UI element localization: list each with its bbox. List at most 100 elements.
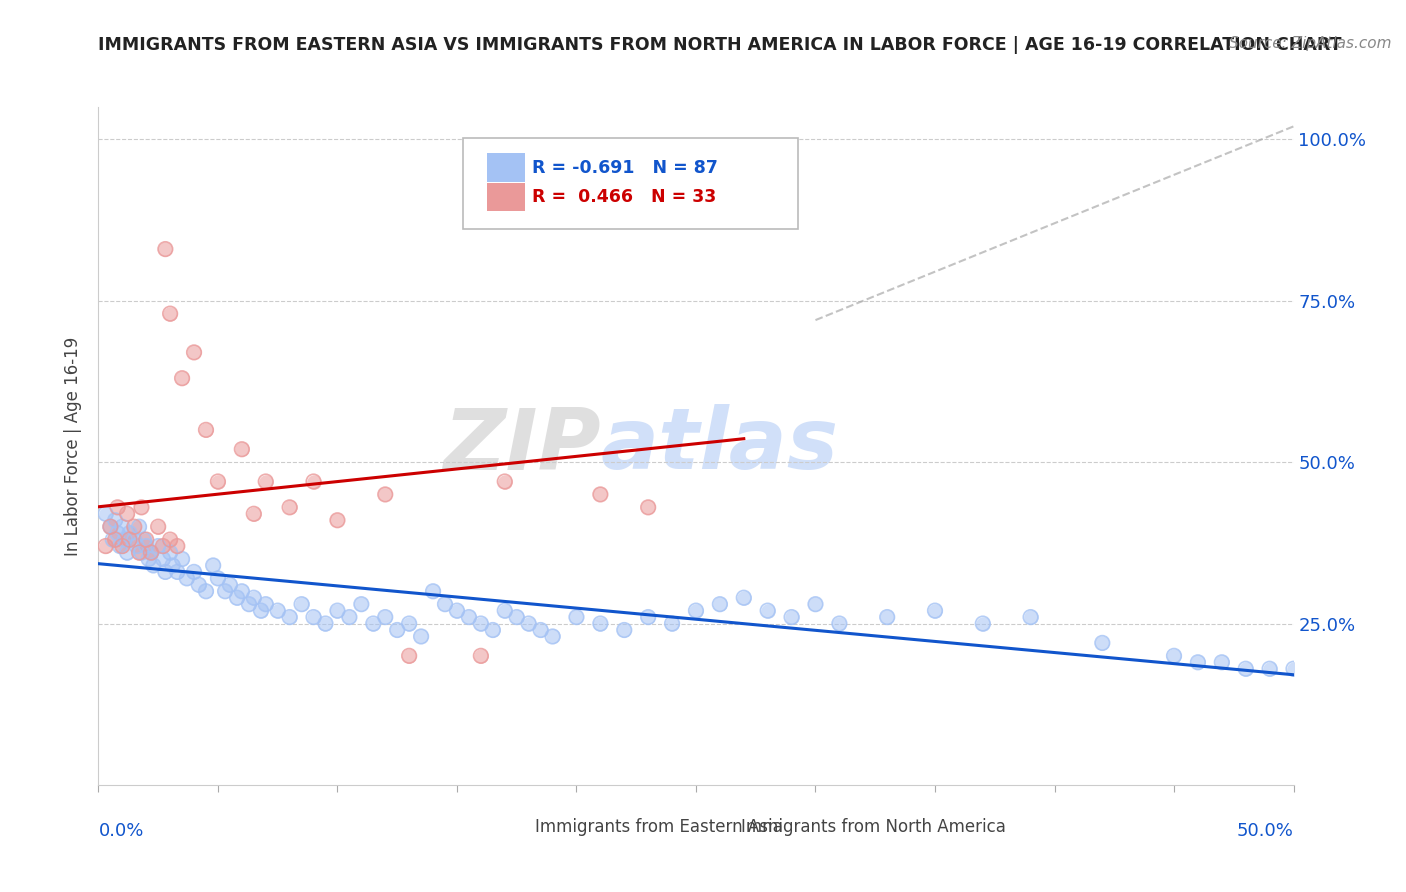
Point xyxy=(195,423,218,437)
Point xyxy=(155,242,177,256)
Point xyxy=(132,533,155,547)
Point xyxy=(219,578,242,592)
Point xyxy=(207,475,229,489)
Point xyxy=(139,545,162,559)
Text: Immigrants from North America: Immigrants from North America xyxy=(741,818,1007,836)
Point xyxy=(159,533,181,547)
Point xyxy=(924,604,946,618)
Point xyxy=(111,519,134,533)
Text: IMMIGRANTS FROM EASTERN ASIA VS IMMIGRANTS FROM NORTH AMERICA IN LABOR FORCE | A: IMMIGRANTS FROM EASTERN ASIA VS IMMIGRAN… xyxy=(98,36,1341,54)
Point xyxy=(302,475,325,489)
Point xyxy=(142,558,165,573)
Point xyxy=(972,616,994,631)
Point xyxy=(1211,655,1233,669)
Point xyxy=(481,623,505,637)
Point xyxy=(183,565,205,579)
Point xyxy=(231,584,253,599)
Point xyxy=(541,630,564,644)
Point xyxy=(685,164,707,178)
Point xyxy=(458,610,481,624)
Point xyxy=(195,423,218,437)
Point xyxy=(243,507,266,521)
Point xyxy=(111,539,134,553)
Point xyxy=(637,500,659,515)
Point xyxy=(637,610,659,624)
Point xyxy=(166,565,188,579)
Point xyxy=(350,597,373,611)
Point xyxy=(166,539,188,553)
Point xyxy=(876,610,898,624)
Point xyxy=(128,519,150,533)
Point xyxy=(517,616,540,631)
Point xyxy=(131,500,153,515)
Point xyxy=(481,623,505,637)
Point xyxy=(972,616,994,631)
Text: Source: ZipAtlas.com: Source: ZipAtlas.com xyxy=(1229,36,1392,51)
Point xyxy=(494,604,516,618)
Point xyxy=(148,539,170,553)
Point xyxy=(135,533,157,547)
Point xyxy=(159,545,181,559)
FancyBboxPatch shape xyxy=(488,816,519,839)
Point xyxy=(195,584,218,599)
Point xyxy=(315,616,337,631)
Point xyxy=(219,578,242,592)
Point xyxy=(238,597,260,611)
Point xyxy=(302,610,325,624)
Point xyxy=(139,545,162,559)
Point xyxy=(114,533,136,547)
Point xyxy=(125,539,148,553)
Point xyxy=(1282,662,1305,676)
Point xyxy=(115,507,138,521)
Point xyxy=(470,616,492,631)
Point xyxy=(326,513,349,527)
Point xyxy=(1163,648,1185,663)
FancyBboxPatch shape xyxy=(706,816,737,839)
Point xyxy=(155,242,177,256)
Point xyxy=(104,533,127,547)
Point xyxy=(589,487,612,501)
Point xyxy=(111,539,134,553)
Point xyxy=(374,487,396,501)
Point xyxy=(131,545,153,559)
Point xyxy=(94,539,117,553)
Point xyxy=(709,597,731,611)
Point xyxy=(278,500,301,515)
Point xyxy=(374,487,396,501)
Point xyxy=(226,591,249,605)
Point xyxy=(494,604,516,618)
Text: 0.0%: 0.0% xyxy=(98,822,143,840)
Point xyxy=(1211,655,1233,669)
Point xyxy=(108,539,131,553)
Point xyxy=(363,616,385,631)
Point xyxy=(152,552,174,566)
Point xyxy=(613,623,636,637)
Text: Immigrants from Eastern Asia: Immigrants from Eastern Asia xyxy=(534,818,782,836)
Point xyxy=(1019,610,1042,624)
Point xyxy=(135,533,157,547)
Point xyxy=(107,500,129,515)
Point xyxy=(107,526,129,541)
Point xyxy=(589,616,612,631)
Text: 50.0%: 50.0% xyxy=(1237,822,1294,840)
Point xyxy=(1234,662,1257,676)
Point xyxy=(148,519,170,533)
Point xyxy=(637,610,659,624)
Point xyxy=(138,552,160,566)
Point xyxy=(195,584,218,599)
Point xyxy=(1091,636,1114,650)
Point xyxy=(187,578,209,592)
Point xyxy=(139,545,162,559)
Point xyxy=(176,571,198,585)
Point xyxy=(1258,662,1281,676)
Point xyxy=(278,500,301,515)
Point xyxy=(446,604,468,618)
Point xyxy=(118,526,141,541)
Point xyxy=(124,519,146,533)
Point xyxy=(278,610,301,624)
Point xyxy=(661,616,683,631)
Point xyxy=(98,519,122,533)
Point xyxy=(780,610,803,624)
Point xyxy=(207,571,229,585)
Point xyxy=(458,610,481,624)
